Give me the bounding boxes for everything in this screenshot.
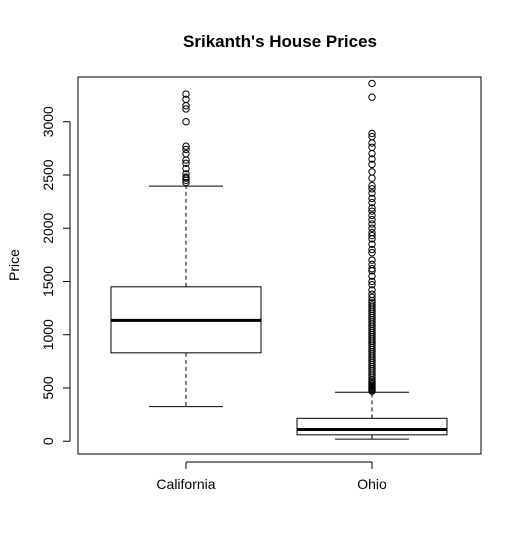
outlier-point [368,204,376,212]
outlier-point [182,142,190,150]
outlier-point [368,168,376,176]
outlier-point [368,231,376,240]
outlier-point [368,286,376,294]
outlier-point [182,95,190,104]
outlier-point [368,181,376,190]
outlier-point [368,256,376,264]
outlier-point [368,139,376,147]
outlier-point [368,224,376,232]
outlier-point [368,194,376,203]
outlier-point [368,228,376,237]
outlier-point [368,299,376,307]
y-tick-label: 3000 [40,106,56,137]
outlier-point [182,145,190,154]
outlier-point [368,129,376,138]
outlier-point [368,155,376,163]
outlier-point [368,249,376,257]
outlier-point [368,198,376,207]
outlier-point [368,301,376,309]
y-axis-label: Price [6,249,22,281]
outlier-point [368,132,376,141]
outlier-point [368,189,376,197]
outlier-point [182,170,190,178]
outlier-point [368,220,376,228]
outlier-point [368,143,376,151]
outlier-point [368,245,376,254]
y-tick-label: 0 [40,437,56,445]
iqr-box [296,417,448,436]
outlier-point [368,290,376,298]
outlier-point [368,293,376,302]
outlier-point [182,105,190,113]
x-tick-label: California [156,476,215,492]
outlier-point [182,118,190,126]
y-tick-label: 2000 [40,212,56,243]
outlier-point [368,207,376,215]
outlier-point [368,260,376,269]
outlier-point [368,211,376,220]
outlier-point [368,160,376,169]
outlier-point [368,185,376,193]
boxes [110,79,448,440]
outlier-point [368,216,376,224]
outlier-point [368,280,376,289]
x-tick-label: Ohio [357,476,387,492]
x-axis: California Ohio [156,461,387,492]
outlier-point [368,79,376,88]
outlier-point [368,264,376,273]
outlier-point [182,178,190,187]
outlier-point [368,277,376,286]
y-tick-label: 500 [40,376,56,400]
outlier-point [182,90,190,98]
outlier-point [182,164,190,173]
plot-frame [77,76,482,455]
outlier-point [182,173,190,181]
outlier-point [368,174,376,182]
chart-title: Srikanth's House Prices [183,32,377,51]
y-tick-label: 2500 [40,159,56,190]
box-ohio [296,79,448,440]
outlier-point [182,159,190,167]
y-tick-label: 1500 [40,266,56,297]
outlier-point [368,272,376,280]
outlier-point [368,93,376,101]
y-tick-label: 1000 [40,319,56,350]
y-axis: 0 500 1000 1500 2000 2500 3000 [40,106,71,445]
outlier-point [182,149,190,158]
outlier-point [368,240,376,248]
box-california [110,90,262,408]
